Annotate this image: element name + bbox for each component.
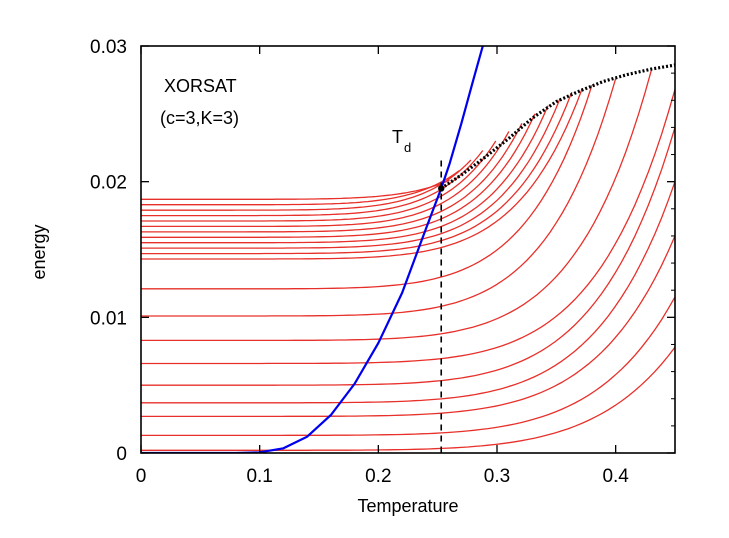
axis-tick-labels: 0 0.1 0.2 0.3 0.4 0 0.01 0.02 0.03 — [90, 37, 629, 487]
y-tick-label-2: 0.02 — [90, 173, 127, 194]
state-curve-13 — [141, 105, 549, 244]
state-curve-15 — [141, 123, 523, 233]
state-curve-7 — [141, 70, 652, 342]
state-curve-14 — [141, 113, 536, 238]
annotation-title: XORSAT — [164, 76, 237, 96]
x-tick-label-3: 0.3 — [484, 466, 510, 487]
state-curve-5 — [141, 127, 675, 386]
state-curve-8 — [141, 78, 617, 317]
annotation-params: (c=3,K=3) — [160, 108, 239, 128]
state-curve-4 — [141, 181, 675, 404]
dynamic-transition-point — [438, 185, 445, 192]
state-curve-21 — [141, 179, 450, 200]
x-tick-label-0: 0 — [136, 466, 147, 487]
plot-frame — [140, 45, 676, 454]
x-tick-label-1: 0.1 — [246, 466, 272, 487]
state-curve-11 — [141, 91, 573, 255]
y-axis-label: energy — [29, 224, 49, 279]
x-axis-label: Temperature — [357, 496, 458, 516]
equilibrium-series — [141, 46, 484, 453]
state-curve-12 — [141, 98, 561, 249]
state-curve-9 — [141, 85, 593, 290]
state-curve-10 — [141, 87, 584, 260]
y-tick-label-1: 0.01 — [90, 308, 127, 329]
axis-ticks — [140, 45, 675, 454]
td-subscript: d — [404, 140, 411, 155]
state-curve-18 — [141, 150, 484, 217]
state-curve-3 — [141, 235, 675, 418]
state-curve-16 — [141, 131, 510, 228]
paramagnetic-dotted-series — [440, 63, 675, 190]
y-tick-label-0: 0 — [116, 444, 127, 465]
state-curve-19 — [141, 159, 472, 211]
y-tick-label-3: 0.03 — [90, 37, 127, 58]
td-label: T — [392, 127, 403, 147]
x-tick-label-4: 0.4 — [602, 466, 629, 487]
x-tick-label-2: 0.2 — [365, 466, 391, 487]
state-curve-6 — [141, 89, 675, 365]
state-curve-1 — [141, 346, 675, 451]
state-curve-20 — [141, 170, 460, 206]
chart-curves — [141, 46, 675, 453]
state-curve-2 — [141, 296, 675, 437]
